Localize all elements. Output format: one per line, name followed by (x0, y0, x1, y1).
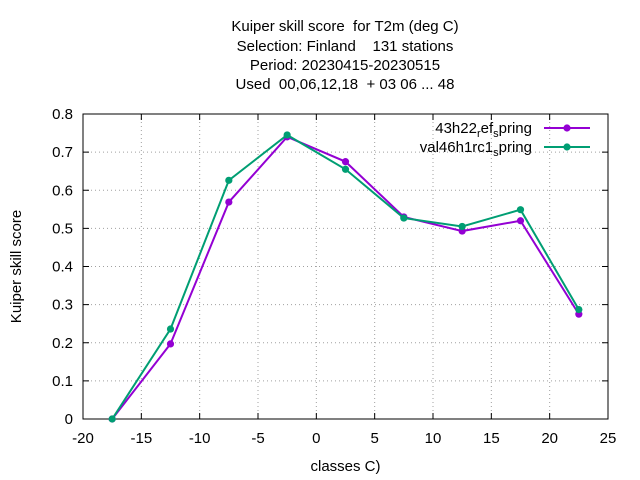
chart-subtitle-selection: Selection: Finland 131 stations (236, 38, 454, 55)
series-2-point (108, 415, 116, 423)
series-2-point (458, 222, 466, 231)
x-tick-label: 5 (370, 430, 378, 447)
legend-marker-2 (563, 143, 571, 151)
series-2-point (341, 165, 350, 173)
x-tick-label: -15 (130, 430, 152, 447)
x-tick-label: -5 (251, 430, 264, 447)
series-2-point (166, 325, 175, 333)
y-tick-label: 0.2 (52, 335, 73, 352)
y-tick-label: 0.4 (52, 259, 73, 276)
series-1-point (225, 198, 233, 206)
x-tick-label: -20 (72, 430, 94, 447)
chart-title: Kuiper skill score for T2m (deg C) (231, 18, 459, 35)
y-tick-label: 0.6 (52, 182, 73, 199)
series-1-point (166, 340, 175, 348)
series-1-point (516, 217, 525, 225)
legend-label-part: 43h22 (435, 120, 477, 137)
series-2-point (516, 206, 525, 214)
series-2-point (225, 176, 233, 184)
x-tick-label: 0 (312, 430, 320, 447)
x-axis-label: classes C) (310, 458, 380, 475)
chart-subtitle-period: Period: 20230415-20230515 (249, 57, 441, 74)
series-2-point (283, 131, 291, 139)
legend-marker-1 (563, 124, 571, 132)
legend-label-part: pring (499, 120, 532, 137)
x-tick-label: -10 (189, 430, 211, 447)
x-tick-label: 15 (483, 430, 500, 447)
y-tick-label: 0.1 (52, 373, 73, 390)
legend-label-part: val46h1rc1 (420, 139, 493, 156)
legend-label-part: s (493, 147, 499, 159)
chart-subtitle-used: Used 00,06,12,18 + 03 06 ... 48 (235, 76, 455, 93)
legend-label-1: 43h22refspring (435, 120, 532, 140)
legend-label-2: val46h1rc1spring (420, 139, 532, 159)
y-tick-label: 0 (65, 411, 73, 428)
legend-label-part: ef (481, 120, 494, 137)
y-tick-label: 0.5 (52, 220, 73, 237)
y-tick-label: 0.3 (52, 297, 73, 314)
series-line-2 (111, 133, 580, 420)
y-tick-label: 0.7 (52, 144, 73, 161)
legend-label-part: pring (499, 139, 532, 156)
legend-label-part: r (477, 128, 481, 140)
x-tick-label: 25 (600, 430, 617, 447)
legend-label-part: s (493, 128, 499, 140)
x-tick-label: 20 (541, 430, 558, 447)
series-2-point (400, 214, 408, 222)
series-line-1 (111, 135, 580, 420)
series-1-point (341, 158, 350, 166)
series-2-point (575, 305, 583, 314)
y-tick-label: 0.8 (52, 106, 73, 123)
y-axis-label: Kuiper skill score (8, 210, 25, 323)
x-tick-label: 10 (425, 430, 442, 447)
